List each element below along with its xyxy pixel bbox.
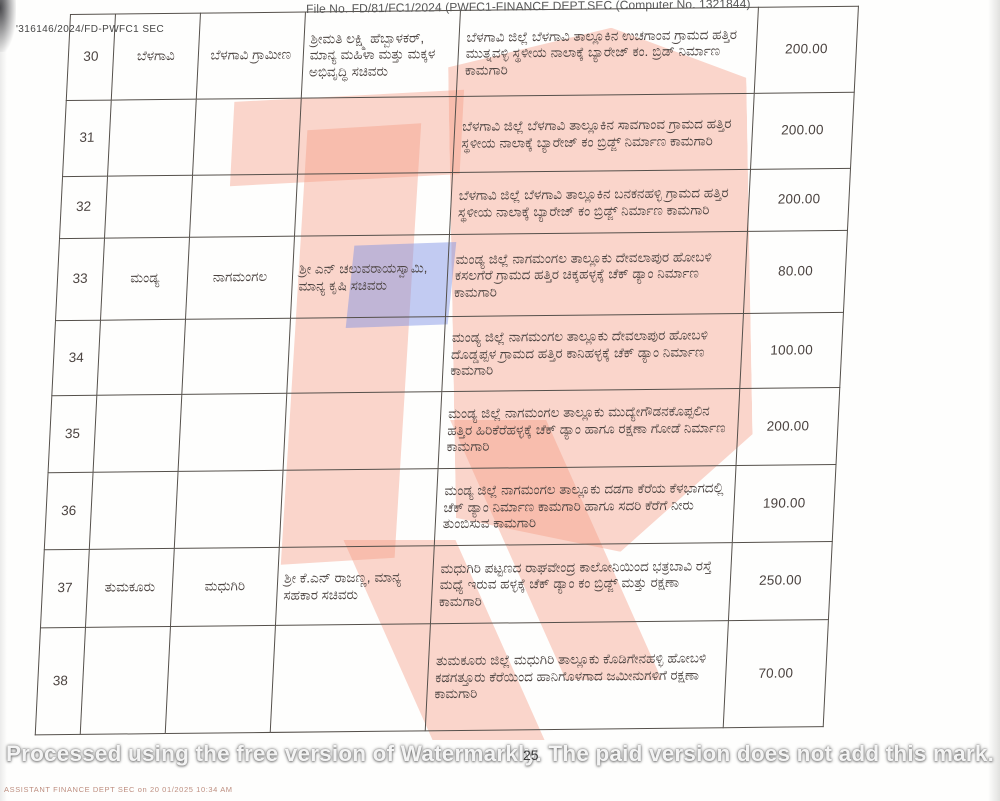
cell-minister <box>297 96 457 175</box>
cell-description: ಮಂಡ್ಯ ಜಿಲ್ಲೆ ನಾಗಮಂಗಲ ತಾಲ್ಲೂಕು ದಡಗಾ ಕೆರೆಯ… <box>434 465 737 546</box>
cell-district <box>93 394 182 473</box>
cell-taluk: ನಾಗಮಂಗಲ <box>185 236 295 320</box>
cell-district <box>80 626 171 735</box>
cell-sl-no: 37 <box>40 549 90 628</box>
table-row: 30 ಬೆಳಗಾವಿ ಬೆಳಗಾವಿ ಗ್ರಾಮೀಣ ಶ್ರೀಮತಿ ಲಕ್ಷ್ಮಿ … <box>66 6 859 101</box>
table-row: 38 ತುಮಕೂರು ಜಿಲ್ಲೆ ಮಧುಗಿರಿ ತಾಲ್ಲೂಕು ಕೊಡಿಗೇ… <box>35 619 829 735</box>
cell-taluk <box>189 174 298 238</box>
cell-minister <box>283 391 442 471</box>
cell-description: ಮಂಡ್ಯ ಜಿಲ್ಲೆ ನಾಗಮಂಗಲ ತಾಲ್ಲೂಕು ದೇವಲಾಪುರ ಹ… <box>441 313 744 392</box>
cell-taluk: ಮಧುಗಿರಿ <box>170 547 280 627</box>
cell-district <box>104 175 193 239</box>
cell-amount: 70.00 <box>723 619 829 728</box>
cell-minister <box>294 172 453 237</box>
cell-sl-no: 31 <box>62 100 112 177</box>
watermarkly-text: Processed using the free version of Wate… <box>5 741 995 766</box>
cell-district <box>89 471 179 550</box>
cell-description: ಮಂಡ್ಯ ಜಿಲ್ಲೆ ನಾಗಮಂಗಲ ತಾಲ್ಲೂಕು ಮುದ್ಯೇಗೌಡನ… <box>438 388 740 469</box>
table-row: 32 ಬೆಳಗಾವಿ ಜಿಲ್ಲೆ ಬೆಳಗಾವಿ ತಾಲ್ಲೂಕಿನ ಬನಕನಹ… <box>59 168 851 239</box>
cell-amount: 250.00 <box>728 541 833 621</box>
cell-minister <box>279 468 439 548</box>
table-row: 34 ಮಂಡ್ಯ ಜಿಲ್ಲೆ ನಾಗಮಂಗಲ ತಾಲ್ಲೂಕು ದೇವಲಾಪುರ… <box>51 312 844 396</box>
cell-sl-no: 38 <box>35 627 86 735</box>
cell-sl-no: 34 <box>51 320 101 396</box>
cell-amount: 100.00 <box>739 312 844 389</box>
cell-district <box>96 319 186 396</box>
cell-description: ಬೆಳಗಾವಿ ಜಿಲ್ಲೆ ಬೆಳಗಾವಿ ತಾಲ್ಲೂಕಿನ ಉಚಗಾಂವ … <box>456 7 759 97</box>
cell-description: ತುಮಕೂರು ಜಿಲ್ಲೆ ಮಧುಗಿರಿ ತಾಲ್ಲೂಕು ಕೊಡಿಗೇನಹ… <box>425 620 729 731</box>
cell-description: ಬೆಳಗಾವಿ ಜಿಲ್ಲೆ ಬೆಳಗಾವಿ ತಾಲ್ಲೂಕಿನ ಬನಕನಹಳ್… <box>449 169 751 235</box>
cell-taluk: ಬೆಳಗಾವಿ ಗ್ರಾಮೀಣ <box>196 12 306 100</box>
footer-fine-print: ASSISTANT FINANCE DEPT SEC on 20 01/2025… <box>4 785 233 794</box>
table-row: 35 ಮಂಡ್ಯ ಜಿಲ್ಲೆ ನಾಗಮಂಗಲ ತಾಲ್ಲೂಕು ಮುದ್ಯೇಗೌ… <box>48 387 840 473</box>
cell-amount: 200.00 <box>736 387 840 466</box>
cell-description: ಮಂಡ್ಯ ಜಿಲ್ಲೆ ನಾಗಮಂಗಲ ತಾಲ್ಲೂಕು ದೇವಲಾಪುರ ಹ… <box>445 231 748 317</box>
page-right-edge-shadow <box>988 0 1000 801</box>
works-table: 30 ಬೆಳಗಾವಿ ಬೆಳಗಾವಿ ಗ್ರಾಮೀಣ ಶ್ರೀಮತಿ ಲಕ್ಷ್ಮಿ … <box>35 6 859 736</box>
cell-taluk <box>178 393 287 472</box>
cell-district <box>107 99 197 177</box>
cell-minister: ಶ್ರೀ ಎನ್ ಚಲುವರಾಯಸ್ವಾಮಿ, ಮಾನ್ಯ ಕೃಷಿ ಸಚಿವರ… <box>290 234 450 319</box>
works-table-wrapper: 30 ಬೆಳಗಾವಿ ಬೆಳಗಾವಿ ಗ್ರಾಮೀಣ ಶ್ರೀಮತಿ ಲಕ್ಷ್ಮಿ … <box>35 6 859 736</box>
table-row: 31 ಬೆಳಗಾವಿ ಜಿಲ್ಲೆ ಬೆಳಗಾವಿ ತಾಲ್ಲೂಕಿನ ಸಾವಗಾ… <box>62 92 855 177</box>
cell-taluk <box>174 470 284 549</box>
cell-taluk <box>181 318 291 395</box>
case-ref-number: '316146/2024/FD-PWFC1 SEC <box>16 24 165 35</box>
page-number: 25 <box>523 747 539 763</box>
cell-minister <box>270 623 431 733</box>
cell-amount: 200.00 <box>747 168 851 232</box>
cell-district: ತುಮಕೂರು <box>85 548 175 628</box>
cell-sl-no: 35 <box>48 395 97 473</box>
cell-description: ಮಧುಗಿರಿ ಪಟ್ಟಣದ ರಾಘವೇಂದ್ರ ಕಾಲೋನಿಯಿಂದ ಭತ್ರ… <box>430 542 733 624</box>
cell-sl-no: 36 <box>44 472 94 550</box>
cell-minister: ಶ್ರೀಮತಿ ಲಕ್ಷ್ಮಿ ಹೆಬ್ಬಾಳಕರ್, ಮಾನ್ಯ ಮಹಿಳಾ … <box>301 10 461 99</box>
cell-taluk <box>165 625 276 734</box>
cell-minister <box>286 316 446 394</box>
cell-sl-no: 33 <box>55 238 105 321</box>
cell-amount: 190.00 <box>732 464 837 543</box>
cell-description: ಬೆಳಗಾವಿ ಜಿಲ್ಲೆ ಬೆಳಗಾವಿ ತಾಲ್ಲೂಕಿನ ಸಾವಗಾಂವ… <box>452 93 755 173</box>
cell-taluk <box>192 98 302 176</box>
cell-amount: 80.00 <box>743 230 848 314</box>
cell-district: ಮಂಡ್ಯ <box>100 237 190 321</box>
cell-minister: ಶ್ರೀ ಕೆ.ಎನ್ ರಾಜಣ್ಣ, ಮಾನ್ಯ ಸಹಕಾರ ಸಚಿವರು <box>275 545 435 626</box>
page-corner-shadow <box>0 0 16 52</box>
table-row: 36 ಮಂಡ್ಯ ಜಿಲ್ಲೆ ನಾಗಮಂಗಲ ತಾಲ್ಲೂಕು ದಡಗಾ ಕೆರ… <box>44 464 837 550</box>
cell-amount: 200.00 <box>754 6 859 94</box>
page-left-edge-shadow <box>0 0 7 801</box>
table-row: 33 ಮಂಡ್ಯ ನಾಗಮಂಗಲ ಶ್ರೀ ಎನ್ ಚಲುವರಾಯಸ್ವಾಮಿ, ಮಾ… <box>55 230 848 321</box>
table-row: 37 ತುಮಕೂರು ಮಧುಗಿರಿ ಶ್ರೀ ಕೆ.ಎನ್ ರಾಜಣ್ಣ, ಮಾನ್… <box>40 541 833 628</box>
cell-sl-no: 32 <box>59 176 108 239</box>
cell-amount: 200.00 <box>750 92 855 170</box>
